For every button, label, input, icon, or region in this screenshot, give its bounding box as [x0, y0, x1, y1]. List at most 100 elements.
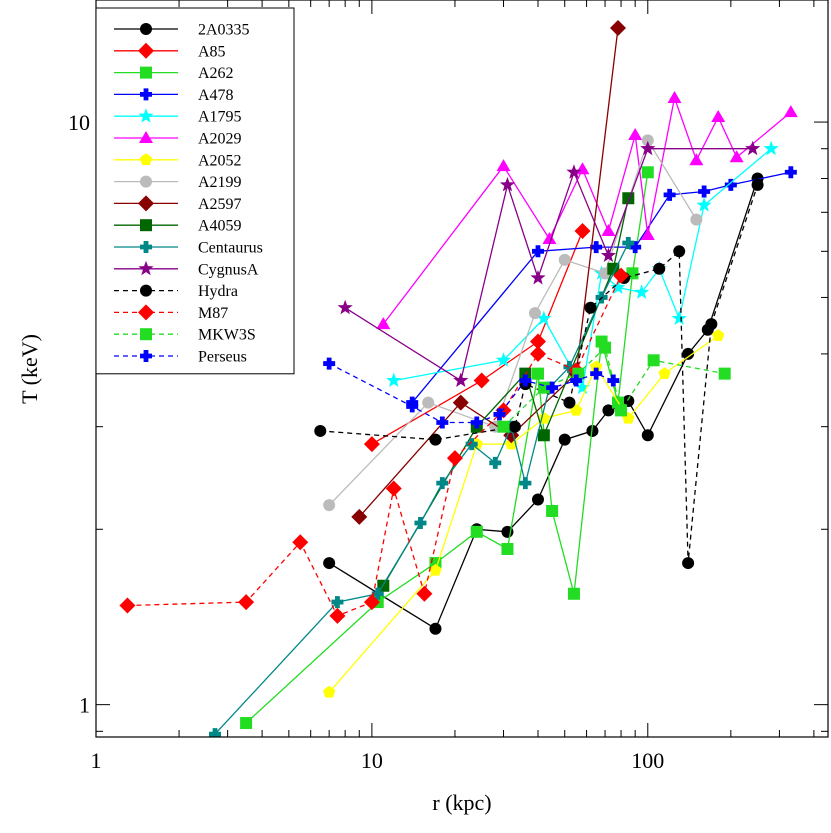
- data-point: [495, 352, 512, 367]
- data-point: [429, 433, 442, 446]
- legend-entry-a4059: A4059: [114, 218, 242, 235]
- legend-marker: [138, 195, 154, 212]
- data-point: [663, 188, 676, 201]
- legend-label: A478: [198, 87, 234, 104]
- data-point: [600, 247, 617, 263]
- data-point: [590, 241, 603, 254]
- data-point: [673, 245, 686, 258]
- data-point: [690, 213, 703, 226]
- x-tick-label: 10: [361, 748, 383, 773]
- data-point: [712, 329, 725, 341]
- data-point: [209, 728, 222, 737]
- data-point: [499, 176, 516, 192]
- data-point: [323, 499, 336, 512]
- data-point: [429, 622, 442, 635]
- data-point: [452, 394, 469, 411]
- data-point: [470, 416, 483, 429]
- legend-marker: [138, 42, 154, 59]
- series-cygnusa: [337, 140, 761, 388]
- data-point: [629, 241, 642, 254]
- data-point: [446, 450, 463, 467]
- data-point: [634, 284, 650, 299]
- legend-marker: [140, 328, 152, 341]
- data-point: [542, 231, 557, 244]
- series-a85: [363, 223, 591, 453]
- legend-label: Perseus: [198, 349, 247, 366]
- data-point: [558, 253, 571, 266]
- data-point: [465, 438, 478, 451]
- data-point: [329, 607, 346, 624]
- series-line-m87: [127, 275, 622, 617]
- series-line-a2029: [382, 95, 792, 325]
- x-tick-label: 100: [631, 748, 664, 773]
- data-point: [567, 587, 580, 600]
- data-point: [622, 237, 635, 250]
- y-axis-label: T (keV): [17, 334, 42, 404]
- legend-marker: [140, 219, 152, 232]
- data-point: [658, 367, 671, 379]
- data-point: [601, 224, 616, 237]
- data-point: [322, 685, 336, 698]
- legend-entry-a2199: A2199: [114, 174, 242, 191]
- data-point: [422, 396, 435, 409]
- data-point: [385, 480, 402, 497]
- data-point: [238, 594, 255, 611]
- data-point: [607, 374, 620, 387]
- data-point: [337, 299, 353, 315]
- legend-marker: [139, 153, 153, 166]
- data-point: [436, 477, 449, 490]
- data-point: [363, 594, 380, 611]
- data-point: [529, 333, 546, 350]
- data-point: [531, 245, 544, 258]
- series-mkw3s: [497, 341, 731, 433]
- data-point: [519, 477, 532, 490]
- data-point: [314, 424, 327, 437]
- data-point: [682, 347, 695, 360]
- legend-label: 2A0335: [198, 22, 250, 39]
- data-point: [497, 420, 510, 433]
- legend-label: MKW3S: [198, 327, 256, 344]
- data-point: [371, 587, 384, 600]
- legend-marker: [140, 175, 152, 188]
- legend-marker: [138, 304, 154, 321]
- series-a2597: [351, 20, 627, 525]
- legend-label: A2029: [198, 131, 242, 148]
- data-point: [590, 367, 603, 380]
- data-point: [531, 367, 544, 380]
- data-point: [489, 456, 502, 469]
- legend: 2A0335 A85 A262 A478 A1795 A2029 A2052 A2199 A25…: [95, 7, 295, 375]
- data-point: [689, 153, 704, 166]
- legend-entry-2a0335: 2A0335: [114, 22, 250, 39]
- data-point: [470, 525, 483, 538]
- data-point: [628, 128, 643, 141]
- data-point: [724, 178, 737, 191]
- data-point: [783, 105, 798, 118]
- data-point: [414, 517, 427, 530]
- data-point: [119, 597, 136, 614]
- data-point: [751, 178, 764, 191]
- data-point: [501, 543, 514, 556]
- data-point: [376, 317, 391, 330]
- data-point: [589, 360, 603, 373]
- legend-marker: [140, 284, 152, 297]
- legend-marker: [138, 260, 154, 276]
- data-point: [613, 267, 630, 284]
- legend-marker: [140, 241, 152, 253]
- data-point: [667, 90, 682, 103]
- data-point: [546, 504, 559, 517]
- legend-label: A85: [198, 43, 226, 60]
- data-point: [729, 150, 744, 163]
- data-point: [563, 360, 576, 373]
- series-line-perseus: [328, 363, 614, 424]
- legend-label: CygnusA: [198, 261, 259, 278]
- data-point: [363, 436, 380, 453]
- legend-entry-mkw3s: MKW3S: [114, 327, 256, 344]
- series-line-cygnusa: [344, 148, 753, 382]
- legend-entry-cygnusa: CygnusA: [114, 260, 259, 278]
- legend-entry-a1795: A1795: [114, 108, 242, 126]
- data-point: [696, 197, 712, 212]
- data-point: [574, 223, 591, 240]
- data-point: [323, 357, 336, 370]
- series-line-a262: [245, 172, 649, 724]
- legend-marker: [140, 23, 152, 35]
